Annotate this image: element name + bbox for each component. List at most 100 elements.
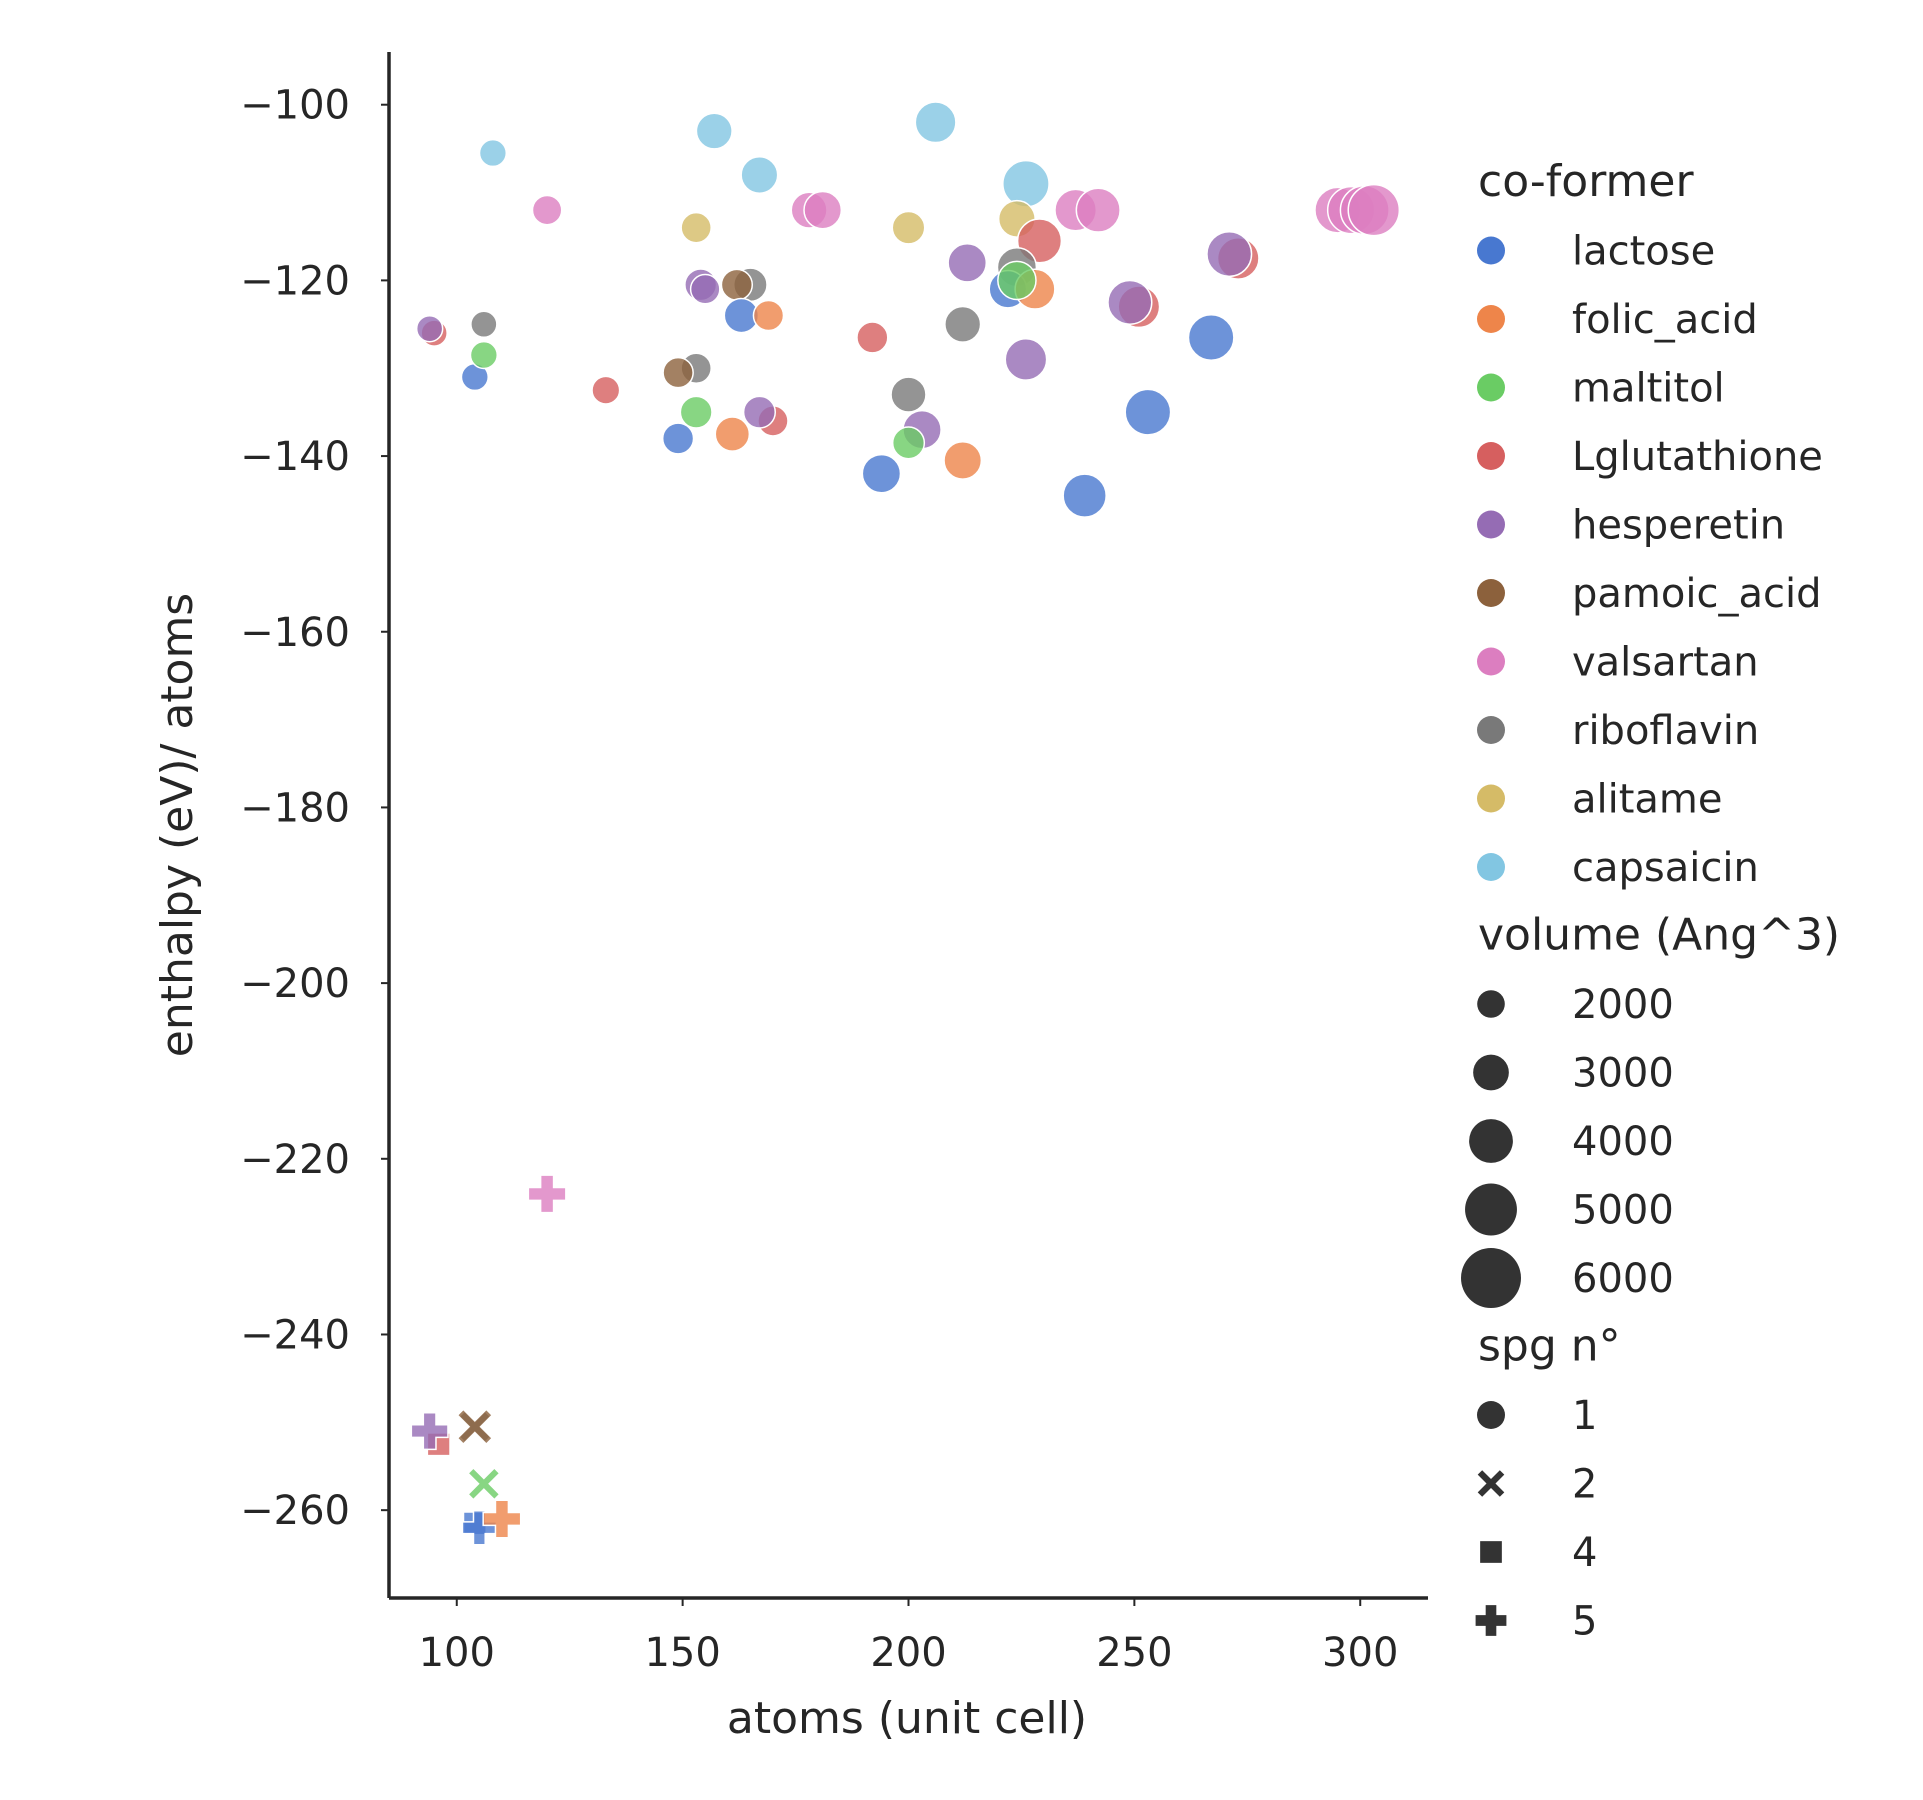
- legend-color-marker: [1477, 373, 1505, 402]
- x-tick-label: 100: [419, 1630, 495, 1676]
- legend-label: capsaicin: [1572, 845, 1759, 891]
- data-point: [415, 314, 444, 343]
- data-point: [1004, 338, 1048, 381]
- data-point: [947, 242, 988, 283]
- data-point: [803, 190, 843, 230]
- x-tick-label: 300: [1322, 1630, 1398, 1676]
- legend-color-marker: [1477, 579, 1505, 607]
- data-point: [410, 1412, 449, 1451]
- data-point: [1002, 159, 1050, 208]
- x-tick-label: 200: [870, 1630, 946, 1676]
- y-tick-label: −220: [240, 1137, 350, 1183]
- legend-label: lactose: [1572, 229, 1715, 275]
- legend-color-marker: [1477, 716, 1505, 744]
- data-point: [1124, 388, 1172, 436]
- y-tick-label: −240: [240, 1312, 350, 1358]
- data-point: [679, 395, 713, 429]
- legend-label: valsartan: [1572, 640, 1759, 686]
- data-point: [662, 356, 694, 389]
- legend-color-marker: [1477, 236, 1505, 265]
- data-point: [740, 155, 779, 194]
- legend: co-former lactose folic_acid maltitol Lgluta…: [1461, 156, 1840, 1645]
- data-point: [680, 211, 712, 244]
- legend-label: 3000: [1572, 1051, 1674, 1097]
- data-point: [944, 305, 982, 343]
- legend-label: 4000: [1572, 1119, 1674, 1165]
- y-tick-label: −260: [240, 1488, 350, 1534]
- data-point: [914, 101, 957, 144]
- data-point: [591, 375, 621, 405]
- legend-color-marker: [1477, 647, 1505, 676]
- legend-size-marker: [1477, 990, 1505, 1018]
- legend-style-marker: [1477, 1470, 1505, 1497]
- data-point: [531, 194, 563, 226]
- data-point: [861, 453, 902, 494]
- x-tick-label: 150: [644, 1630, 720, 1676]
- legend-label: 5000: [1572, 1188, 1674, 1234]
- data-points: [410, 101, 1401, 1546]
- legend-label: 6000: [1572, 1256, 1674, 1302]
- data-point: [714, 416, 751, 452]
- data-point: [527, 1174, 567, 1214]
- data-point: [720, 268, 754, 301]
- data-point: [469, 340, 499, 370]
- legend-label: 4: [1572, 1530, 1597, 1576]
- legend-style-marker: [1475, 1605, 1507, 1636]
- y-axis-ticks: −100 −120 −140 −160 −180 −200 −220 −240 −260: [240, 83, 389, 1534]
- legend-color-marker: [1477, 510, 1505, 539]
- legend-label: 2000: [1572, 982, 1674, 1028]
- y-tick-label: −160: [240, 610, 350, 656]
- data-point: [1187, 314, 1235, 361]
- data-point: [470, 310, 498, 339]
- data-point: [1107, 279, 1153, 326]
- legend-size-marker: [1473, 1054, 1509, 1091]
- legend-label: hesperetin: [1572, 503, 1785, 549]
- y-tick-label: −200: [240, 961, 350, 1007]
- y-tick-label: −100: [240, 83, 350, 129]
- legend-title: co-former: [1478, 156, 1694, 207]
- legend-color-marker: [1477, 442, 1505, 470]
- data-point: [891, 426, 926, 460]
- data-point: [689, 273, 721, 305]
- data-point: [742, 395, 777, 429]
- y-tick-label: −180: [240, 785, 350, 831]
- legend-label: Lglutathione: [1572, 434, 1823, 480]
- y-tick-label: −120: [240, 258, 350, 304]
- data-point: [890, 376, 927, 413]
- data-point: [943, 441, 983, 480]
- data-point: [1347, 183, 1401, 237]
- legend-color-marker: [1477, 305, 1505, 333]
- data-point: [482, 1499, 522, 1539]
- data-point: [856, 321, 889, 354]
- legend-label: alitame: [1572, 777, 1723, 823]
- legend-label: 1: [1572, 1393, 1597, 1439]
- legend-color-marker: [1477, 784, 1505, 813]
- data-point: [1062, 473, 1107, 518]
- legend-style-marker: [1477, 1401, 1505, 1429]
- y-tick-label: −140: [240, 434, 350, 480]
- data-point: [1075, 187, 1121, 233]
- legend-style-marker: [1480, 1541, 1502, 1563]
- legend-label: riboflavin: [1572, 708, 1759, 754]
- legend-label: 2: [1572, 1462, 1597, 1508]
- legend-label: 5: [1572, 1599, 1597, 1645]
- legend-size-marker: [1469, 1119, 1513, 1163]
- data-point: [695, 112, 733, 150]
- legend-label: pamoic_acid: [1572, 571, 1821, 617]
- data-point: [456, 1408, 494, 1446]
- data-point: [997, 260, 1037, 301]
- data-point: [752, 299, 785, 332]
- y-axis-label: enthalpy (eV)/ atoms: [152, 593, 203, 1057]
- legend-size-marker: [1461, 1248, 1521, 1308]
- data-point: [1206, 230, 1253, 278]
- legend-label: folic_acid: [1572, 297, 1758, 343]
- legend-color-marker: [1477, 853, 1505, 881]
- data-point: [661, 422, 695, 455]
- x-axis-label: atoms (unit cell): [727, 1693, 1087, 1744]
- legend-title: volume (Ang^3): [1478, 910, 1840, 961]
- data-point: [466, 1466, 501, 1501]
- legend-label: maltitol: [1572, 366, 1725, 412]
- x-axis-ticks: 100 150 200 250 300: [419, 1598, 1398, 1676]
- legend-size-marker: [1465, 1183, 1517, 1236]
